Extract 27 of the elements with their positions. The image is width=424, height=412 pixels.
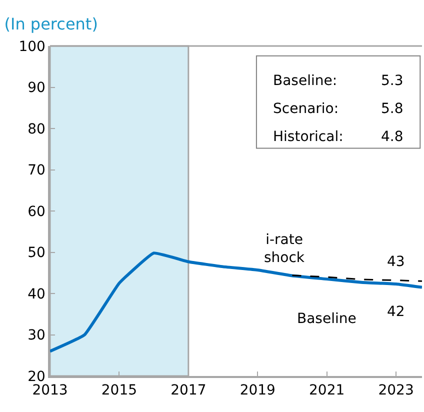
x-tick-label: 2019: [240, 382, 276, 399]
x-tick-label: 2013: [32, 382, 68, 399]
y-tick-label: 90: [28, 80, 46, 96]
annotation: 5.3: [381, 73, 404, 89]
y-tick-label: 40: [28, 286, 46, 302]
x-tick-label: 2017: [170, 382, 206, 399]
y-tick-label: 70: [28, 162, 46, 179]
x-tick-label: 2023: [378, 382, 414, 399]
x-tick-label: 2021: [309, 382, 345, 399]
chart-title: (In percent): [4, 14, 98, 34]
series-label: i-rate shock: [264, 232, 306, 266]
y-tick-label: 100: [18, 38, 46, 55]
text: Baseline: [297, 311, 356, 327]
annotation: Baseline:: [273, 73, 338, 89]
line-series: [50, 252, 422, 353]
annotation: 5.8: [381, 101, 404, 117]
annotation: Historical:: [273, 129, 344, 145]
x-tick-label: 2015: [101, 382, 138, 399]
annotation: 42: [387, 304, 405, 320]
y-tick-label: 30: [28, 328, 46, 344]
y-tick-label: 20: [28, 368, 46, 385]
y-tick-label: 60: [28, 204, 46, 220]
annotation: 4.8: [381, 129, 404, 145]
y-tick-label: 80: [28, 121, 46, 138]
annotation: 43: [387, 254, 405, 270]
annotation: Scenario:: [273, 101, 339, 117]
y-tick-label: 50: [28, 245, 46, 262]
